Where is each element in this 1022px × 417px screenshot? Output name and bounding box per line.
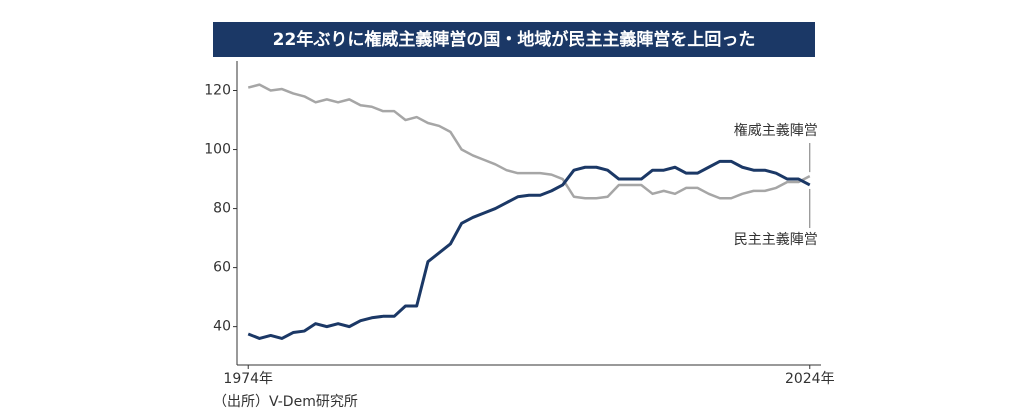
title-banner xyxy=(213,22,815,57)
y-tick-label: 100 xyxy=(204,142,231,158)
y-tick-label: 80 xyxy=(213,201,231,217)
x-tick-label: 2024年 xyxy=(785,371,835,387)
series-label: 権威主義陣営 xyxy=(734,122,818,139)
y-tick-label: 120 xyxy=(204,83,231,99)
series-line xyxy=(247,159,811,340)
series-line xyxy=(247,83,811,200)
series-label: 民主主義陣営 xyxy=(734,231,818,248)
y-tick-label: 60 xyxy=(213,260,231,276)
x-tick-label: 1974年 xyxy=(223,371,273,387)
chart-title: 22年ぶりに権威主義陣営の国・地域が民主主義陣営を上回った xyxy=(273,29,756,50)
y-tick-label: 40 xyxy=(213,319,231,335)
source-note: （出所）V-Dem研究所 xyxy=(213,394,358,410)
